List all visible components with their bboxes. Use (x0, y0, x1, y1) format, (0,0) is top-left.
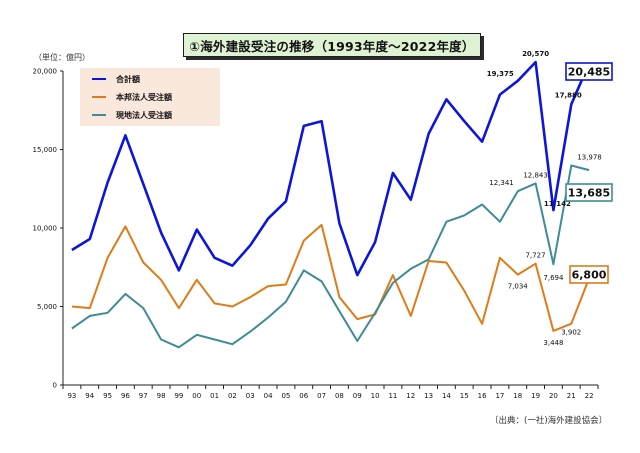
x-tick-label: 04 (264, 392, 273, 400)
legend-swatch-local (92, 113, 106, 117)
chart-title: ①海外建設受注の推移（1993年度～2022年度） (183, 33, 481, 57)
data-label-local: 12,843 (523, 171, 548, 179)
legend-item-local: 現地法人受注額 (92, 109, 172, 121)
x-tick-label: 14 (442, 392, 451, 400)
data-label-local: 7,694 (543, 274, 564, 282)
source-note: 〔出典：(一社)海外建設協会〕 (490, 416, 608, 426)
x-tick-label: 01 (210, 392, 219, 400)
data-label-domestic: 7,034 (508, 283, 529, 291)
series-line-domestic (71, 223, 591, 332)
end-label-local-box (565, 183, 613, 202)
legend-label-local: 現地法人受注額 (116, 110, 172, 120)
data-label-local: 12,341 (489, 179, 514, 187)
x-tick-label: 13 (424, 392, 433, 400)
series-lines (71, 60, 591, 349)
x-tick-label: 07 (317, 392, 326, 400)
x-tick-label: 20 (549, 392, 558, 400)
data-label-domestic: 7,727 (526, 252, 546, 260)
x-tick-label: 22 (585, 392, 594, 400)
tick-labels: 0 5,000 10,000 15,000 20,000 93 94 95 96 97 98 99 00… (33, 68, 594, 401)
chart-axes (60, 70, 599, 389)
end-label-total-box (565, 62, 613, 81)
x-tick-label: 10 (371, 392, 380, 400)
y-tick-label: 10,000 (33, 225, 58, 233)
legend-swatch-total (92, 77, 106, 81)
x-tick-label: 03 (246, 392, 255, 400)
x-tick-label: 15 (460, 392, 469, 400)
legend-label-total: 合計額 (116, 74, 140, 84)
series-line-total (71, 60, 591, 277)
x-tick-label: 19 (531, 392, 540, 400)
series-line-local (71, 164, 590, 349)
y-tick-label: 15,000 (33, 146, 58, 154)
x-tick-label: 11 (388, 392, 397, 400)
x-tick-label: 06 (299, 392, 308, 400)
x-tick-label: 09 (353, 392, 362, 400)
x-tick-label: 98 (157, 392, 166, 400)
data-label-total: 11,142 (544, 200, 571, 208)
x-tick-label: 94 (85, 392, 94, 400)
x-tick-label: 02 (228, 392, 237, 400)
unit-note: （単位：億円） (34, 53, 90, 62)
x-tick-label: 05 (281, 392, 290, 400)
data-label-total: 19,375 (487, 70, 514, 78)
x-tick-label: 16 (478, 392, 487, 400)
legend-item-total: 合計額 (92, 73, 140, 85)
end-label-domestic-box (569, 265, 609, 284)
x-tick-label: 95 (103, 392, 112, 400)
end-label-local: 13,685 (568, 187, 610, 200)
end-label-domestic: 6,800 (572, 269, 607, 282)
data-label-domestic: 3,448 (543, 339, 563, 347)
x-tick-label: 08 (335, 392, 344, 400)
x-tick-label: 17 (495, 392, 504, 400)
x-tick-label: 97 (139, 392, 148, 400)
end-label-total: 20,485 (568, 66, 610, 79)
x-tick-label: 99 (174, 392, 183, 400)
chart-legend: 合計額 本邦法人受注額 現地法人受注額 (80, 68, 220, 126)
data-label-total: 17,880 (555, 91, 582, 99)
data-label-domestic: 3,902 (561, 329, 581, 337)
data-labels: 19,375 20,570 11,142 17,880 7,034 7,727 3,448 3… (487, 50, 613, 347)
data-label-total: 20,570 (522, 50, 549, 58)
x-tick-label: 93 (67, 392, 76, 400)
legend-label-domestic: 本邦法人受注額 (116, 92, 172, 102)
y-tick-label: 20,000 (33, 68, 58, 76)
data-label-local: 13,978 (577, 154, 602, 162)
x-tick-label: 00 (192, 392, 201, 400)
legend-item-domestic: 本邦法人受注額 (92, 91, 172, 103)
x-tick-label: 12 (406, 392, 415, 400)
legend-swatch-domestic (92, 95, 106, 99)
x-tick-label: 21 (567, 392, 576, 400)
y-tick-label: 0 (53, 382, 57, 390)
x-tick-label: 18 (513, 392, 522, 400)
x-tick-label: 96 (121, 392, 130, 400)
y-tick-label: 5,000 (37, 303, 57, 311)
